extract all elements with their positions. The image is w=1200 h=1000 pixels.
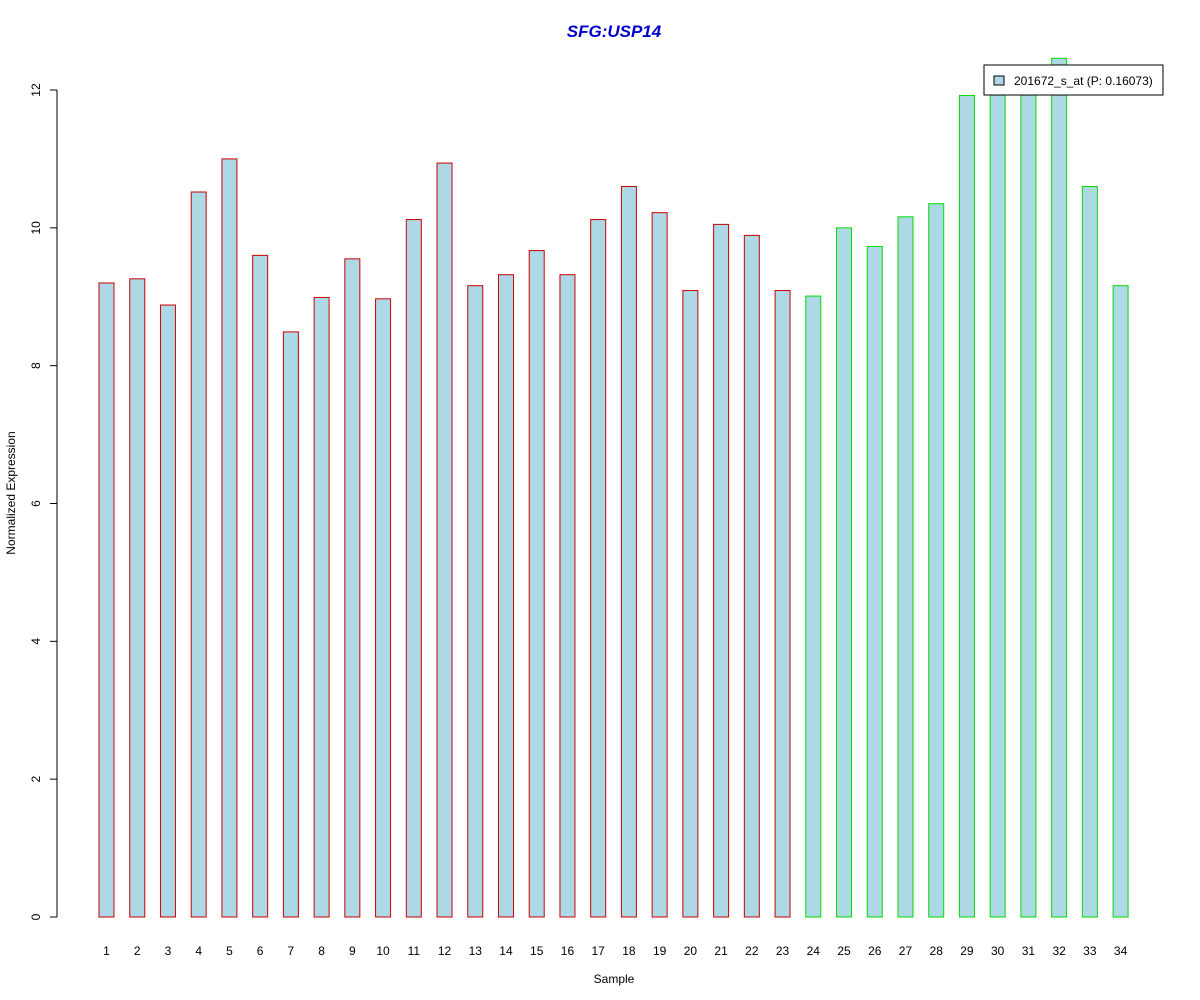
x-tick-label: 18 xyxy=(622,944,636,958)
bar-sample-28 xyxy=(928,203,945,918)
bar-sample-19 xyxy=(651,212,668,918)
x-tick-label: 26 xyxy=(868,944,882,958)
bar-sample-21 xyxy=(713,223,730,918)
x-tick-label: 16 xyxy=(561,944,575,958)
y-tick-label: 10 xyxy=(29,221,43,235)
bar-sample-34 xyxy=(1112,285,1129,918)
x-tick-label: 20 xyxy=(684,944,698,958)
bar-sample-8 xyxy=(313,296,330,918)
bar-sample-17 xyxy=(590,219,607,918)
bar-sample-26 xyxy=(866,245,883,918)
y-axis: 0 2 4 6 8 10 12 xyxy=(29,83,58,920)
x-tick-label: 33 xyxy=(1083,944,1097,958)
bar-sample-14 xyxy=(497,274,514,918)
x-tick-label: 30 xyxy=(991,944,1005,958)
x-tick-label: 29 xyxy=(960,944,974,958)
y-axis-label: Normalized Expression xyxy=(4,431,18,554)
y-tick-label: 4 xyxy=(29,638,43,645)
x-tick-label: 11 xyxy=(408,944,421,958)
x-tick-label: 17 xyxy=(592,944,606,958)
bar-sample-2 xyxy=(129,278,146,918)
bar-sample-20 xyxy=(682,290,699,918)
y-tick-label: 8 xyxy=(29,362,43,369)
x-tick-label: 8 xyxy=(318,944,325,958)
bar-sample-16 xyxy=(559,274,576,918)
y-tick-label: 2 xyxy=(29,776,43,783)
x-tick-label: 27 xyxy=(899,944,913,958)
x-tick-label: 21 xyxy=(714,944,728,958)
x-tick-label: 13 xyxy=(469,944,483,958)
x-tick-label: 28 xyxy=(930,944,944,958)
x-tick-label: 24 xyxy=(807,944,821,958)
x-tick-label: 22 xyxy=(745,944,759,958)
x-tick-label: 7 xyxy=(288,944,295,958)
y-tick-label: 12 xyxy=(29,83,43,97)
bars xyxy=(98,57,1129,918)
x-tick-label: 23 xyxy=(776,944,790,958)
x-tick-label: 31 xyxy=(1022,944,1036,958)
legend: 201672_s_at (P: 0.16073) xyxy=(983,64,1164,96)
x-tick-label: 3 xyxy=(165,944,172,958)
bar-sample-25 xyxy=(836,227,853,918)
x-tick-label: 4 xyxy=(195,944,202,958)
x-tick-label: 6 xyxy=(257,944,264,958)
legend-entry: 201672_s_at (P: 0.16073) xyxy=(1014,74,1153,88)
bar-sample-10 xyxy=(375,298,392,918)
bar-sample-18 xyxy=(620,185,637,918)
bar-sample-3 xyxy=(159,304,176,918)
legend-swatch xyxy=(993,75,1005,86)
bar-sample-11 xyxy=(405,219,422,918)
x-tick-label: 5 xyxy=(226,944,233,958)
x-axis-label: Sample xyxy=(594,972,635,986)
x-tick-label: 14 xyxy=(499,944,513,958)
bar-sample-22 xyxy=(743,234,760,918)
legend-box xyxy=(983,64,1164,96)
bar-sample-7 xyxy=(282,331,299,918)
x-tick-label: 34 xyxy=(1114,944,1128,958)
x-tick-label: 9 xyxy=(349,944,356,958)
bar-sample-24 xyxy=(805,295,822,918)
x-tick-label: 10 xyxy=(376,944,390,958)
y-tick-label: 6 xyxy=(29,500,43,507)
bar-sample-1 xyxy=(98,282,115,918)
y-tick-label: 0 xyxy=(29,913,43,920)
chart-title: SFG:USP14 xyxy=(567,22,662,41)
bar-sample-32 xyxy=(1051,57,1068,918)
bar-sample-27 xyxy=(897,216,914,918)
bar-sample-23 xyxy=(774,290,791,918)
bar-sample-6 xyxy=(252,254,269,918)
x-axis-tick-labels: 1 2 3 4 5 6 7 8 9 10 11 12 13 14 15 16 17 18 19 20 21 22 23 24 2… xyxy=(103,944,1127,958)
bar-sample-15 xyxy=(528,250,545,918)
x-tick-label: 2 xyxy=(134,944,141,958)
bar-sample-13 xyxy=(467,285,484,918)
bar-sample-12 xyxy=(436,162,453,918)
x-tick-label: 12 xyxy=(438,944,452,958)
bar-sample-29 xyxy=(958,95,975,918)
bar-sample-5 xyxy=(221,158,238,918)
bar-sample-33 xyxy=(1081,185,1098,918)
bar-sample-9 xyxy=(344,258,361,918)
x-tick-label: 1 xyxy=(103,944,110,958)
bar-sample-4 xyxy=(190,191,207,918)
x-tick-label: 19 xyxy=(653,944,667,958)
bar-sample-30 xyxy=(989,88,1006,918)
x-tick-label: 15 xyxy=(530,944,544,958)
x-tick-label: 25 xyxy=(837,944,851,958)
x-tick-label: 32 xyxy=(1052,944,1066,958)
bar-sample-31 xyxy=(1020,88,1037,918)
